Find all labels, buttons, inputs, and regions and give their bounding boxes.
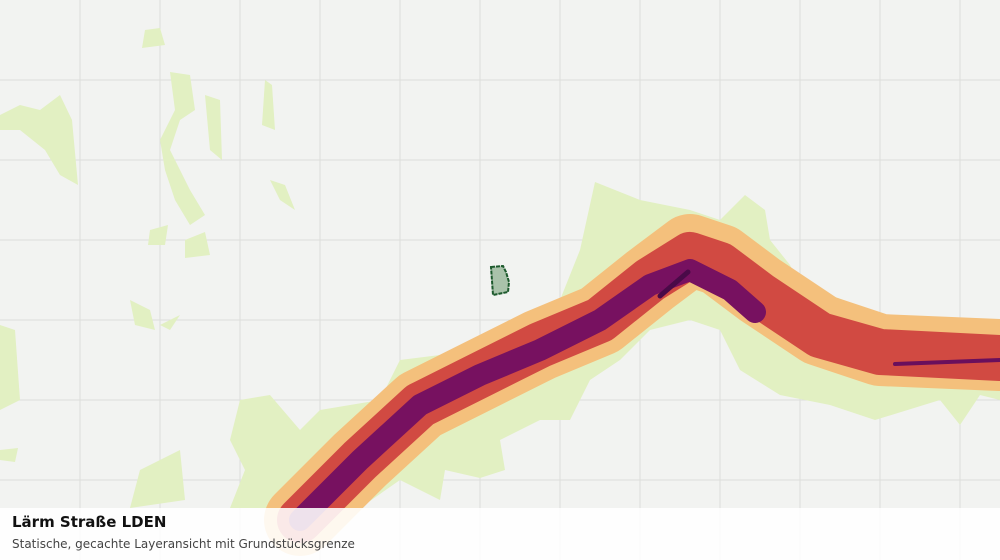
layer-title: Lärm Straße LDEN [12,513,167,531]
parcel-boundary[interactable] [489,264,511,297]
road-noise-bands [264,214,1000,556]
legend-panel: Lärm Straße LDEN Statische, gecachte Lay… [0,508,1000,560]
layer-subtitle: Statische, gecachte Layeransicht mit Gru… [12,537,355,551]
